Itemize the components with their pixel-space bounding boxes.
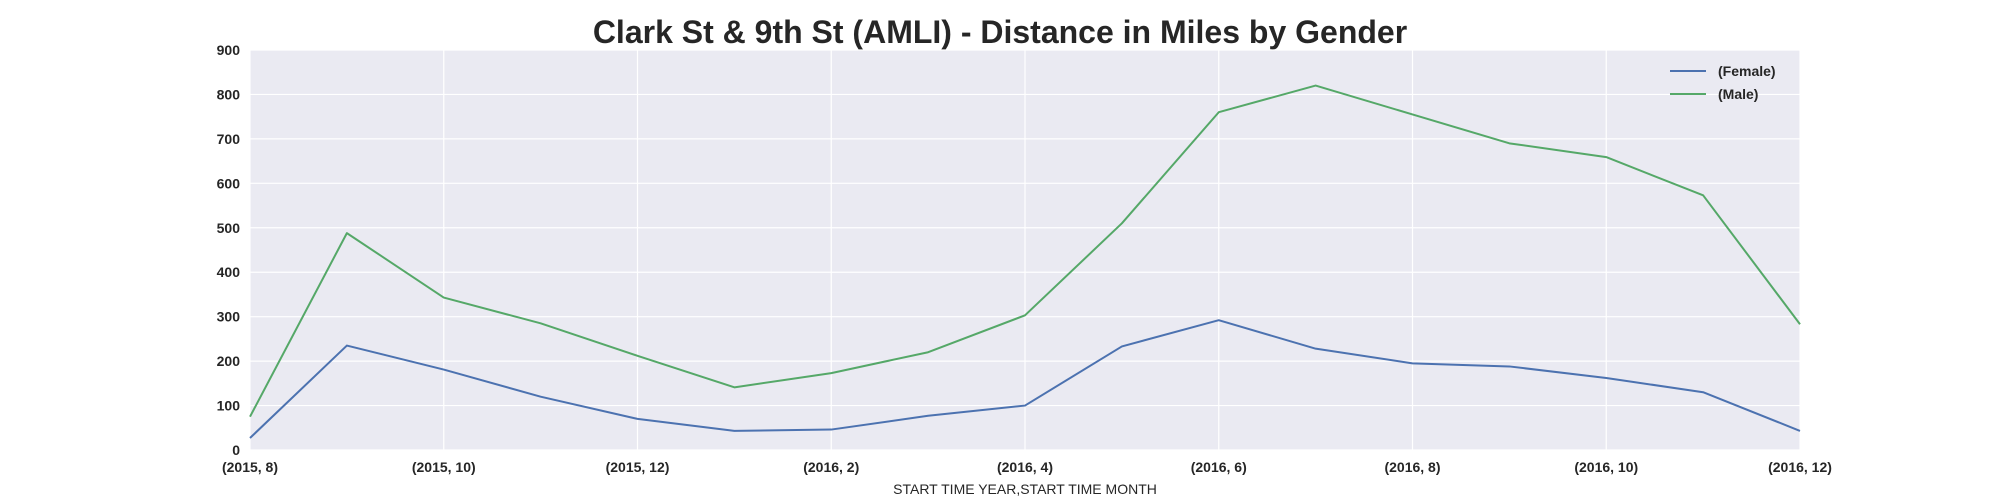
legend-label: (Male) [1718, 86, 1758, 102]
legend-item: (Female) [1670, 63, 1776, 79]
legend: (Female) (Male) [1670, 63, 1776, 102]
x-tick-label: (2015, 8) [222, 459, 278, 475]
y-tick-label: 400 [217, 264, 241, 280]
y-tick-label: 900 [217, 42, 241, 58]
x-tick-label: (2015, 12) [606, 459, 670, 475]
legend-item: (Male) [1670, 86, 1758, 102]
y-tick-label: 600 [217, 175, 241, 191]
y-tick-label: 500 [217, 220, 241, 236]
y-tick-label: 300 [217, 309, 241, 325]
x-tick-label: (2016, 6) [1191, 459, 1247, 475]
x-tick-label: (2015, 10) [412, 459, 476, 475]
x-axis-ticks: (2015, 8) (2015, 10) (2015, 12) (2016, 2) (2… [222, 459, 1832, 475]
x-tick-label: (2016, 10) [1574, 459, 1638, 475]
x-tick-label: (2016, 8) [1384, 459, 1440, 475]
y-tick-label: 0 [232, 442, 240, 458]
y-tick-label: 100 [217, 398, 241, 414]
x-axis-label: START TIME YEAR,START TIME MONTH [893, 481, 1157, 497]
chart-title: Clark St & 9th St (AMLI) - Distance in M… [593, 14, 1407, 50]
x-tick-label: (2016, 4) [997, 459, 1053, 475]
series-lines [249, 84, 1801, 439]
x-tick-label: (2016, 2) [803, 459, 859, 475]
y-tick-label: 800 [217, 86, 241, 102]
legend-label: (Female) [1718, 63, 1776, 79]
y-tick-label: 700 [217, 131, 241, 147]
y-axis-ticks: 0 100 200 300 400 500 600 700 800 900 [217, 42, 241, 458]
y-tick-label: 200 [217, 353, 241, 369]
x-tick-label: (2016, 12) [1768, 459, 1832, 475]
